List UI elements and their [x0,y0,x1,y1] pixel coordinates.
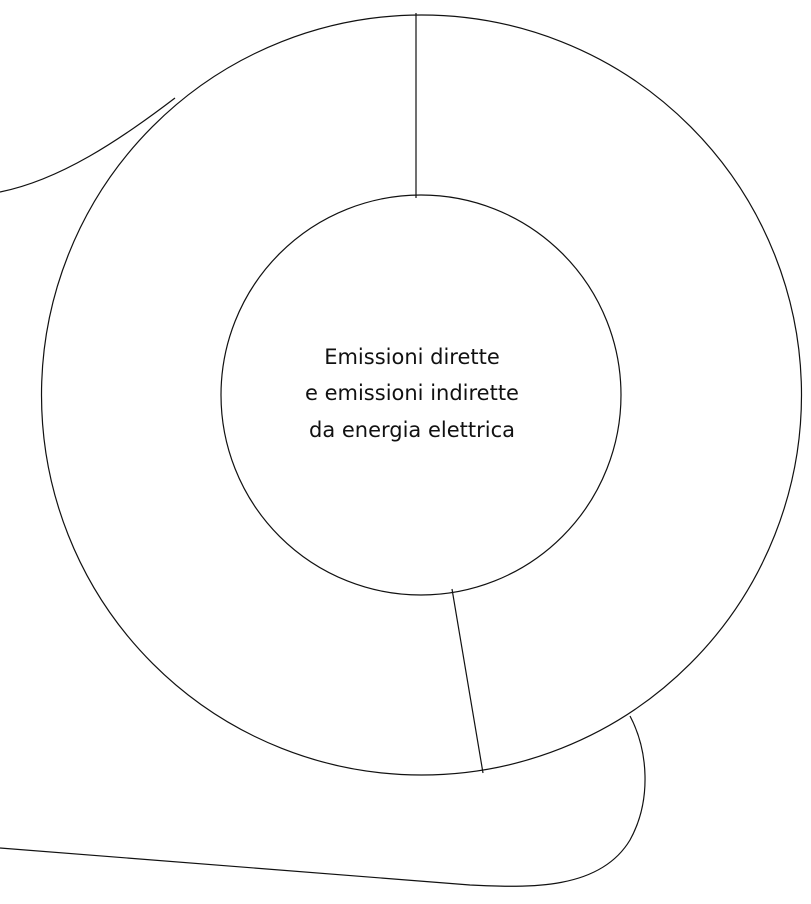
connector-curve [0,97,176,193]
center-label-line: e emissioni indirette [305,381,519,405]
segment-divider [451,588,484,774]
center-label-line: da energia elettrica [309,418,515,442]
donut-outer [40,14,803,776]
center-label-line: Emissioni dirette [324,345,500,369]
donut-inner [220,194,622,596]
connector-curve [0,715,646,887]
